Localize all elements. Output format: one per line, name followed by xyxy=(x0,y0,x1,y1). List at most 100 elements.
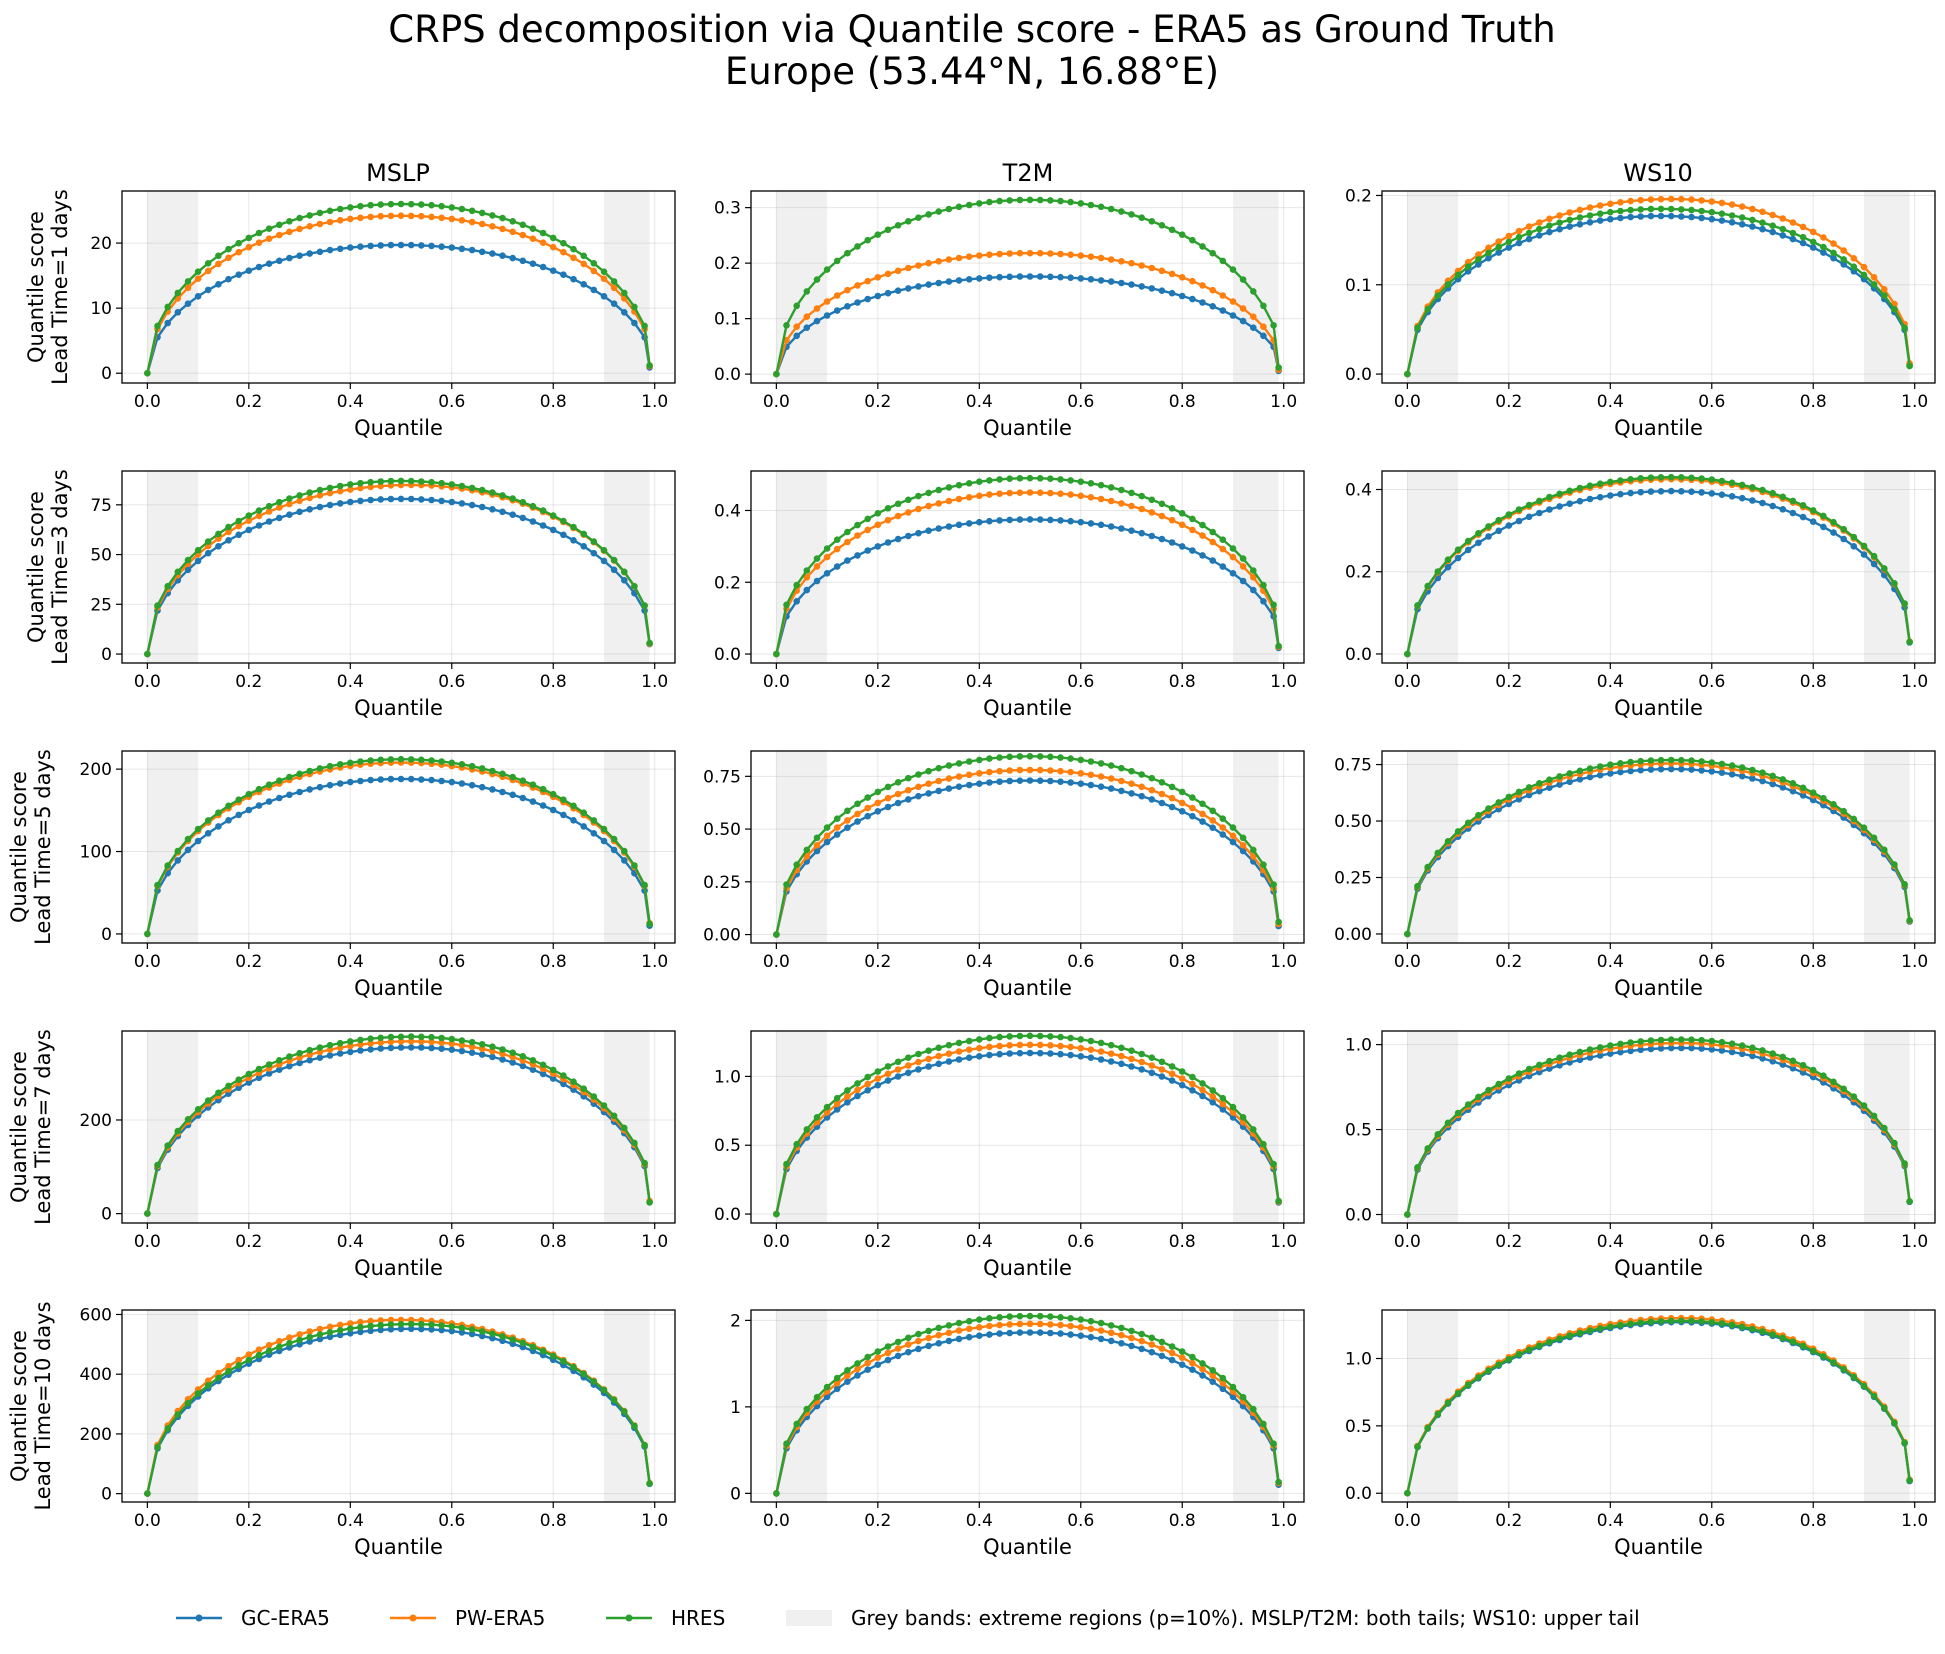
panel-ws10-row1-point-hres-30 xyxy=(1708,208,1716,216)
panel-t2m-row2-point-hres-36 xyxy=(1138,492,1145,500)
panel-t2m-row4-frame xyxy=(750,1030,1305,1224)
panel-t2m-row1-point-gc-era5-29 xyxy=(1067,274,1074,282)
panel-ws10-row4-series-gc-era5 xyxy=(1404,1044,1913,1218)
panel-mslp-row2-ytick-label-2: 50 xyxy=(90,546,112,566)
panel-mslp-row3-xtick-label-3: 0.6 xyxy=(438,952,465,972)
panel-ws10-row5-point-hres-27 xyxy=(1678,1317,1685,1325)
panel-t2m-row1-xtick-label-4: 0.8 xyxy=(1169,392,1196,412)
panel-mslp-row3-point-hres-31 xyxy=(458,761,466,768)
panel-ws10-row1-point-pw-era5-35 xyxy=(1759,208,1766,216)
panel-t2m-row4-point-hres-44 xyxy=(1219,1094,1227,1102)
panel-t2m-row1-point-pw-era5-36 xyxy=(1138,262,1145,269)
panel-t2m-row5-point-pw-era5-21 xyxy=(986,1322,993,1330)
panel-ws10-row2-point-hres-41 xyxy=(1820,512,1827,520)
panel-ws10-row4-ytick-label-0: 0.0 xyxy=(1345,1206,1372,1226)
panel-mslp-row2-point-pw-era5-18 xyxy=(326,489,334,497)
panel-ws10-row1-point-gc-era5-7 xyxy=(1475,261,1482,268)
panel-t2m-row4-point-gc-era5-32 xyxy=(1097,1056,1105,1063)
panel-mslp-row2-point-gc-era5-29 xyxy=(438,497,445,505)
panel-ws10-row3-point-gc-era5-26 xyxy=(1667,765,1675,773)
panel-t2m-row1-point-gc-era5-45 xyxy=(1229,312,1237,319)
panel-ws10-row2-point-hres-19 xyxy=(1596,480,1604,488)
panel-ws10-row5-point-hres-48 xyxy=(1891,1419,1898,1427)
panel-mslp-row1-series-hres xyxy=(144,200,653,377)
panel-ws10-row4-point-gc-era5-35 xyxy=(1759,1055,1766,1062)
panel-ws10-row1-point-gc-era5-38 xyxy=(1789,235,1797,243)
panel-mslp-row3-point-hres-24 xyxy=(387,756,395,763)
panel-ws10-row3-point-hres-40 xyxy=(1809,789,1817,796)
panel-ws10-row1-point-pw-era5-11 xyxy=(1515,227,1523,235)
panel-mslp-row2-point-gc-era5-47 xyxy=(621,577,628,584)
panel-ws10-row4-point-hres-16 xyxy=(1566,1051,1573,1058)
panel-ws10-row4-point-hres-23 xyxy=(1637,1038,1644,1045)
panel-mslp-row1-point-gc-era5-7 xyxy=(215,281,222,288)
panel-mslp-row4-point-gc-era5-37 xyxy=(519,1062,527,1070)
panel-ws10-row1-point-pw-era5-31 xyxy=(1718,199,1726,207)
panel-t2m-row1-point-pw-era5-48 xyxy=(1260,323,1267,331)
panel-t2m-row2-point-hres-50 xyxy=(1275,642,1282,650)
panel-ws10-row1-point-pw-era5-38 xyxy=(1789,219,1797,226)
panel-t2m-row4-point-hres-11 xyxy=(884,1063,892,1070)
panel-mslp-row1-xlabel: Quantile xyxy=(354,416,443,440)
panel-mslp-row2-point-gc-era5-34 xyxy=(489,506,496,513)
panel-mslp-row5-point-pw-era5-12 xyxy=(265,1341,273,1349)
panel-t2m-row1-point-hres-36 xyxy=(1138,214,1145,221)
panel-t2m-row1-point-gc-era5-31 xyxy=(1087,276,1095,283)
panel-t2m-row3-point-pw-era5-35 xyxy=(1128,780,1135,787)
panel-t2m-row1-point-gc-era5-2 xyxy=(793,332,800,340)
panel-ws10-row1-point-pw-era5-28 xyxy=(1688,196,1695,203)
panel-t2m-row1-point-pw-era5-26 xyxy=(1036,249,1044,257)
panel-mslp-row4-point-hres-1 xyxy=(154,1161,161,1169)
panel-ws10-row3-point-hres-27 xyxy=(1678,756,1685,764)
panel-t2m-row5-point-hres-45 xyxy=(1229,1383,1237,1391)
panel-t2m-row5-point-pw-era5-14 xyxy=(915,1337,922,1345)
panel-mslp-row3-point-gc-era5-3 xyxy=(174,857,182,864)
panel-ws10-row3-point-hres-5 xyxy=(1454,828,1462,835)
panel-mslp-row5-point-gc-era5-22 xyxy=(367,1327,374,1335)
panel-t2m-row3-point-gc-era5-31 xyxy=(1087,781,1095,789)
panel-t2m-row2-point-hres-19 xyxy=(965,480,973,487)
panel-ws10-row5-point-hres-26 xyxy=(1667,1317,1675,1325)
panel-ws10-row2-point-hres-42 xyxy=(1830,518,1837,526)
panel-t2m-row1-point-hres-22 xyxy=(996,197,1003,205)
panel-ws10-row4-point-gc-era5-32 xyxy=(1728,1048,1736,1056)
panel-t2m-row5-point-hres-12 xyxy=(894,1338,902,1346)
panel-ws10-row3-point-gc-era5-20 xyxy=(1607,770,1614,777)
panel-t2m-row3-series-pw-era5 xyxy=(773,766,1282,938)
panel-ws10-row5-point-hres-7 xyxy=(1475,1374,1482,1381)
panel-t2m-row1-point-gc-era5-4 xyxy=(813,317,821,325)
panel-ws10-row2-point-gc-era5-32 xyxy=(1728,493,1736,500)
panel-ws10-row1-line-hres xyxy=(1406,207,1911,375)
panel-mslp-row3-point-hres-18 xyxy=(326,762,334,770)
panel-t2m-row3-point-hres-20 xyxy=(976,756,983,764)
panel-t2m-row1-point-hres-37 xyxy=(1148,218,1156,225)
panel-t2m-row5-frame xyxy=(750,1309,1305,1503)
panel-ws10-row5-ytick-label-1: 0.5 xyxy=(1345,1417,1372,1437)
panel-t2m-row2-point-hres-33 xyxy=(1107,484,1115,491)
panel-mslp-row2-ytick-label-3: 75 xyxy=(90,496,112,516)
panel-mslp-row4-point-gc-era5-41 xyxy=(560,1080,567,1088)
panel-t2m-row3-point-hres-22 xyxy=(996,754,1003,761)
panel-mslp-row5-point-pw-era5-18 xyxy=(326,1323,334,1331)
panel-t2m-row4-point-gc-era5-25 xyxy=(1026,1049,1034,1057)
panel-mslp-row5-point-gc-era5-27 xyxy=(418,1325,425,1333)
panel-ws10-row5-xlabel: Quantile xyxy=(1614,1535,1703,1559)
panel-mslp-row2-point-hres-44 xyxy=(590,538,598,545)
panel-ws10-row3-point-hres-14 xyxy=(1546,776,1553,783)
panel-ws10-row3-point-hres-11 xyxy=(1515,788,1523,796)
panel-t2m-row5-point-gc-era5-19 xyxy=(965,1333,973,1341)
panel-mslp-row1-point-hres-16 xyxy=(306,212,314,219)
panel-mslp-row2-point-gc-era5-24 xyxy=(387,495,395,503)
panel-mslp-row5-xtick-label-1: 0.2 xyxy=(235,1511,262,1531)
panel-ws10-row5-point-hres-25 xyxy=(1657,1318,1665,1325)
panel-t2m-row5-xtick-label-2: 0.4 xyxy=(966,1511,993,1531)
panel-ws10-row1-point-gc-era5-36 xyxy=(1769,228,1776,236)
panel-t2m-row4-point-gc-era5-33 xyxy=(1107,1058,1115,1065)
panel-ws10-row1-point-gc-era5-14 xyxy=(1546,228,1553,236)
panel-t2m-row3-point-pw-era5-45 xyxy=(1229,832,1237,840)
row-label-3-line2: Lead Time=5 days xyxy=(31,749,55,945)
panel-t2m-row2-point-pw-era5-42 xyxy=(1199,532,1206,539)
panel-ws10-row4-xlabel: Quantile xyxy=(1614,1256,1703,1280)
panel-t2m-row4-point-gc-era5-10 xyxy=(874,1081,882,1089)
panel-mslp-row5-line-hres xyxy=(146,1322,651,1494)
